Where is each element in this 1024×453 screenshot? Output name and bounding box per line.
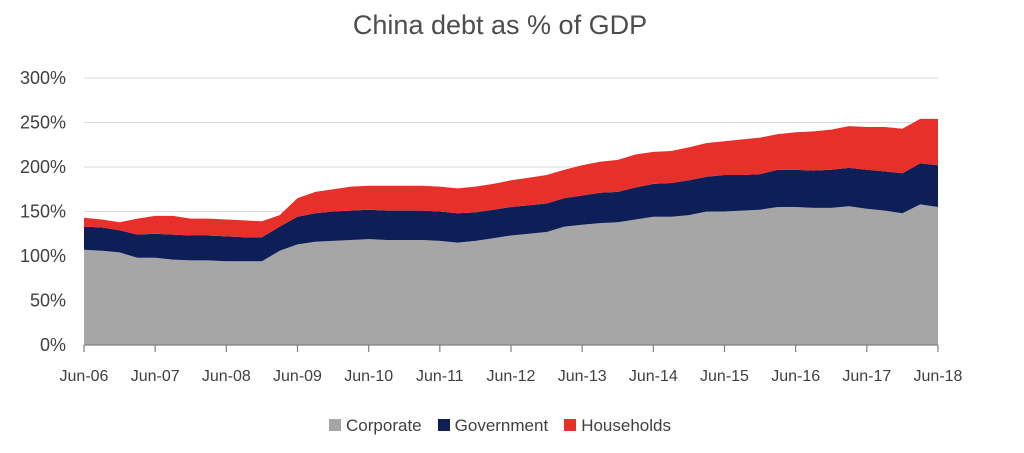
x-tick-label: Jun-14 <box>629 368 678 385</box>
area-households <box>84 118 938 238</box>
y-tick-label: 50% <box>30 291 66 311</box>
x-tick-label: Jun-11 <box>416 368 464 385</box>
x-tick-label: Jun-16 <box>771 368 820 385</box>
y-tick-label: 150% <box>20 202 66 222</box>
y-tick-label: 200% <box>20 157 66 177</box>
stacked-areas <box>84 118 938 345</box>
x-tick-label: Jun-08 <box>202 368 251 385</box>
x-tick-label: Jun-13 <box>558 368 607 385</box>
x-tick-label: Jun-18 <box>914 368 963 385</box>
x-tick-label: Jun-10 <box>344 368 393 385</box>
legend-item-corporate: Corporate <box>329 416 422 436</box>
legend-swatch <box>437 419 450 431</box>
x-tick-label: Jun-07 <box>131 368 180 385</box>
x-tick-label: Jun-12 <box>487 368 536 385</box>
area-corporate <box>84 204 938 345</box>
y-tick-label: 250% <box>20 113 66 133</box>
legend-swatch <box>329 419 342 431</box>
legend-item-government: Government <box>437 416 549 436</box>
chart-title: China debt as % of GDP <box>352 10 648 40</box>
legend-label: Government <box>454 416 549 435</box>
legend-item-households: Households <box>564 416 671 436</box>
legend-label: Households <box>581 416 671 435</box>
x-tick-label: Jun-09 <box>273 368 322 385</box>
legend: Corporate Government Households <box>0 416 1000 436</box>
x-tick-label: Jun-06 <box>60 368 109 385</box>
legend-swatch <box>564 419 577 431</box>
x-tick-label: Jun-17 <box>842 368 891 385</box>
legend-label: Corporate <box>346 416 422 435</box>
axes <box>83 344 939 352</box>
y-tick-label: 300% <box>20 68 66 88</box>
y-tick-label: 100% <box>20 246 66 266</box>
x-tick-label: Jun-15 <box>700 368 749 385</box>
chart-plot: 0% 50% 100% 150% 200% 250% 300% Jun-06 Jun-07 Jun… <box>20 68 963 385</box>
area-government <box>84 163 938 262</box>
y-tick-label: 0% <box>40 335 66 355</box>
tick-labels: 0% 50% 100% 150% 200% 250% 300% Jun-06 Jun-07 Jun… <box>20 68 963 385</box>
